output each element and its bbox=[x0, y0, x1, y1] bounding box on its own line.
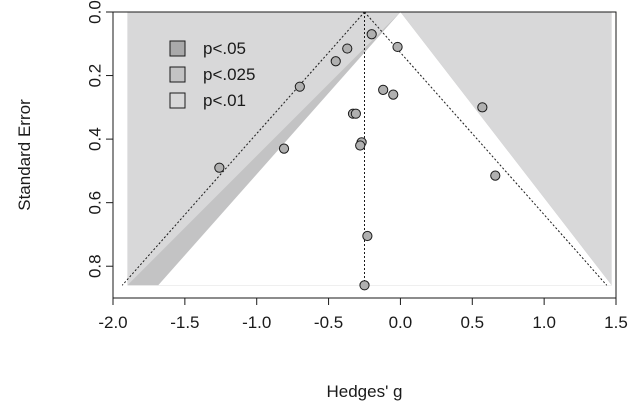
data-point bbox=[388, 89, 399, 100]
data-point bbox=[362, 230, 373, 242]
x-tick-label: 1.5 bbox=[604, 313, 628, 332]
legend-label: p<.01 bbox=[203, 91, 246, 110]
data-point bbox=[366, 29, 377, 40]
x-tick-label: -2.0 bbox=[98, 313, 127, 332]
x-tick-label: -1.0 bbox=[242, 313, 271, 332]
y-tick-label: 0.0 bbox=[85, 0, 104, 24]
data-point bbox=[278, 143, 290, 154]
data-point bbox=[214, 162, 225, 173]
legend-swatch bbox=[169, 66, 186, 83]
data-points bbox=[214, 29, 501, 291]
x-tick-label: -1.5 bbox=[170, 313, 199, 332]
data-point bbox=[294, 81, 305, 92]
plot-frame bbox=[112, 11, 617, 299]
data-point bbox=[359, 280, 370, 291]
y-tick-label: 0.6 bbox=[85, 191, 104, 215]
x-tick-label: 0.5 bbox=[460, 313, 484, 332]
significance-regions bbox=[127, 12, 612, 286]
data-point bbox=[392, 41, 403, 53]
data-point bbox=[342, 43, 353, 54]
nonsignificant-region bbox=[158, 12, 612, 286]
legend-swatch bbox=[169, 40, 186, 57]
data-point bbox=[490, 170, 501, 181]
y-tick-label: 0.2 bbox=[85, 64, 104, 88]
y-tick-label: 0.8 bbox=[85, 254, 104, 278]
legend-label: p<.05 bbox=[203, 39, 246, 58]
funnel-lines bbox=[121, 11, 608, 286]
x-axis-title: Hedges' g bbox=[326, 382, 402, 401]
legend-swatch bbox=[169, 92, 186, 109]
legend-label: p<.025 bbox=[203, 65, 255, 84]
data-point bbox=[378, 84, 389, 95]
y-tick-label: 0.4 bbox=[85, 127, 104, 151]
data-point bbox=[330, 56, 341, 67]
x-axis: -2.0 -1.5 -1.0 -0.5 0.0 0.5 1.0 1.5 bbox=[98, 298, 628, 332]
data-point bbox=[350, 108, 361, 119]
data-point bbox=[477, 102, 488, 113]
y-axis: 0.0 0.2 0.4 0.6 0.8 bbox=[85, 0, 113, 278]
x-tick-label: -0.5 bbox=[314, 313, 343, 332]
data-point bbox=[355, 140, 366, 151]
funnel-left-line bbox=[121, 11, 365, 286]
x-tick-label: 1.0 bbox=[532, 313, 556, 332]
funnel-right-line bbox=[364, 11, 608, 286]
legend: p<.05 p<.025 p<.01 bbox=[169, 39, 255, 110]
x-tick-label: 0.0 bbox=[389, 313, 413, 332]
y-axis-title: Standard Error bbox=[15, 99, 34, 211]
